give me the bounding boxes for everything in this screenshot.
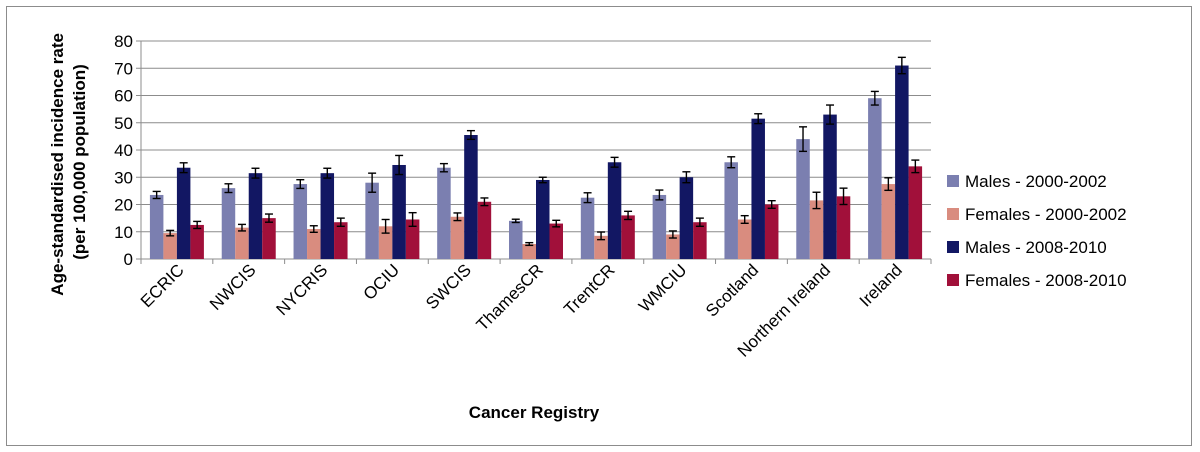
bar (307, 229, 321, 259)
bar (764, 204, 779, 259)
bar (365, 182, 379, 259)
x-tick-label: SWCIS (422, 260, 475, 313)
y-tick-label: 10 (114, 223, 133, 242)
bar (796, 139, 810, 259)
bar (679, 177, 694, 259)
bar (522, 244, 536, 259)
y-tick-label: 80 (114, 32, 133, 51)
legend-swatch (947, 208, 959, 220)
legend-label: Males - 2000-2002 (965, 172, 1107, 191)
bar (405, 219, 420, 259)
bar (895, 65, 909, 260)
x-axis-title: Cancer Registry (469, 403, 600, 422)
y-axis-title-line-2: (per 100,000 population) (70, 64, 89, 260)
bar (823, 114, 837, 259)
bar (262, 218, 276, 259)
legend-label: Females - 2008-2010 (965, 271, 1127, 290)
y-tick-label: 70 (114, 59, 133, 78)
bar (320, 173, 335, 259)
bar (536, 179, 550, 259)
bar (293, 184, 308, 259)
bar (666, 234, 680, 259)
bar (737, 219, 752, 259)
bars (149, 65, 923, 260)
bar (392, 164, 406, 259)
bar (235, 227, 249, 259)
legend-label: Females - 2000-2002 (965, 205, 1127, 224)
bar (464, 135, 478, 259)
y-axis-title-line-1: Age-standardised incidence rate (48, 33, 67, 296)
x-tick-label: ECRIC (137, 260, 188, 311)
bar (176, 167, 191, 259)
y-axis-title: Age-standardised incidence rate (per 100… (48, 28, 89, 295)
bar (334, 222, 348, 259)
bar (594, 235, 608, 259)
gridlines (141, 40, 931, 233)
bar (163, 233, 177, 259)
chart-frame: 0 10 20 30 40 50 60 70 80 ECRIC NWCIS NYCRIS OCIU SWC… (6, 6, 1192, 446)
bar (868, 98, 882, 259)
x-tick-label: TrentCR (560, 260, 618, 318)
x-tick-label: NWCIS (206, 260, 260, 314)
bar (549, 223, 563, 259)
bar (607, 162, 622, 259)
x-tick-label: Scotland (702, 260, 762, 320)
bar (836, 196, 851, 259)
y-tick-label: 0 (124, 250, 133, 269)
bar (378, 226, 393, 259)
bar (477, 201, 492, 259)
bar (248, 173, 263, 259)
bar (149, 194, 164, 259)
y-tick-label: 50 (114, 114, 133, 133)
y-tick-label: 20 (114, 196, 133, 215)
bar (881, 184, 896, 259)
x-tick-label: Ireland (856, 260, 906, 310)
bar (621, 215, 635, 259)
bar (724, 162, 738, 259)
bar (221, 188, 236, 259)
bar (450, 216, 465, 259)
bar (908, 166, 923, 259)
legend-swatch (947, 175, 959, 187)
bar (190, 224, 204, 259)
legend-swatch (947, 241, 959, 253)
bar (580, 197, 595, 259)
bar (751, 118, 765, 259)
chart: 0 10 20 30 40 50 60 70 80 ECRIC NWCIS NYCRIS OCIU SWC… (48, 28, 1127, 422)
legend-label: Males - 2008-2010 (965, 238, 1107, 257)
y-tick-label: 60 (114, 87, 133, 106)
error-bars (152, 56, 920, 247)
bar (809, 200, 824, 259)
x-tick-label: ThamesCR (473, 260, 547, 334)
legend-swatch (947, 274, 959, 286)
bar (693, 222, 707, 259)
legend: Males - 2000-2002 Females - 2000-2002 Male… (947, 172, 1127, 290)
x-tick-label: NYCRIS (273, 260, 332, 319)
bar (652, 194, 667, 259)
x-tick-label: OCIU (360, 260, 403, 303)
y-tick-label: 40 (114, 141, 133, 160)
bar (509, 220, 523, 259)
bar (437, 167, 451, 259)
x-tick-label: WMCIU (635, 260, 690, 315)
y-tick-label: 30 (114, 168, 133, 187)
